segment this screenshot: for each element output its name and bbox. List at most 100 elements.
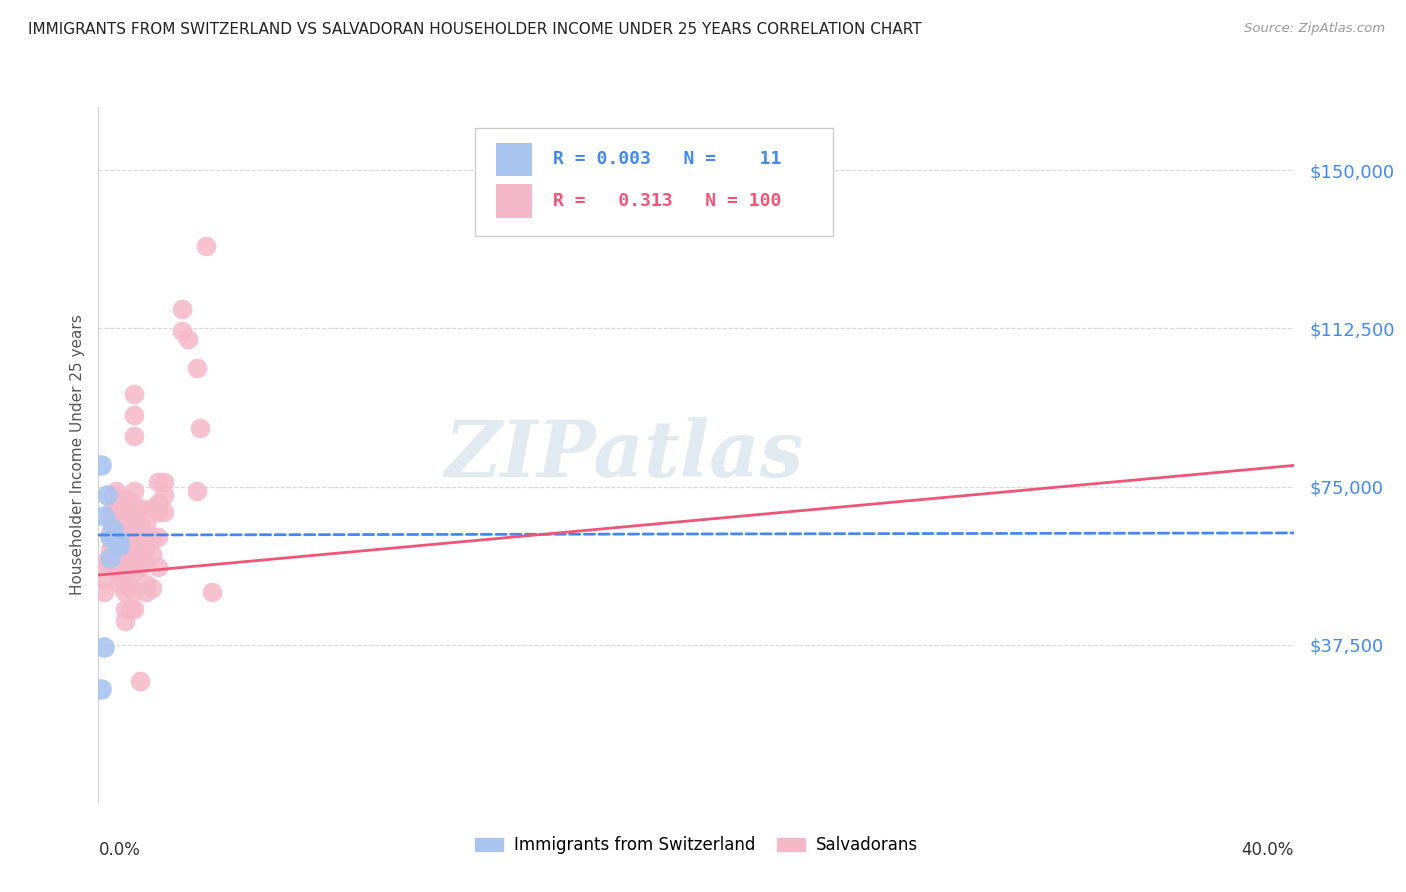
Point (105, 517, 128, 532)
Point (105, 530, 128, 544)
Point (105, 564, 128, 578)
FancyBboxPatch shape (475, 128, 834, 235)
Point (135, 539, 157, 553)
Point (135, 585, 157, 599)
Point (93, 572, 115, 586)
Point (129, 559, 152, 574)
Point (114, 564, 136, 578)
Point (105, 542, 128, 557)
Point (98, 509, 122, 524)
Text: IMMIGRANTS FROM SWITZERLAND VS SALVADORAN HOUSEHOLDER INCOME UNDER 25 YEARS CORR: IMMIGRANTS FROM SWITZERLAND VS SALVADORA… (28, 22, 922, 37)
Point (103, 517, 125, 532)
Point (93, 640, 115, 654)
Y-axis label: Householder Income Under 25 years: Householder Income Under 25 years (69, 315, 84, 595)
Point (129, 517, 152, 532)
Point (108, 522, 131, 536)
Point (108, 492, 131, 507)
Point (105, 534, 128, 549)
Point (114, 551, 136, 566)
Point (111, 572, 134, 586)
Point (103, 539, 125, 553)
Point (186, 361, 208, 376)
Point (114, 539, 136, 553)
Legend: Immigrants from Switzerland, Salvadorans: Immigrants from Switzerland, Salvadorans (468, 830, 924, 861)
Point (96, 488, 118, 502)
Point (153, 505, 176, 519)
Point (103, 530, 125, 544)
Point (141, 530, 163, 544)
Point (114, 496, 136, 510)
Point (103, 488, 125, 502)
Point (141, 500, 163, 515)
Point (177, 332, 200, 346)
Point (129, 673, 152, 688)
Point (124, 602, 146, 616)
Point (98, 556, 122, 570)
Point (194, 239, 218, 253)
Text: ZIPatlas: ZIPatlas (444, 417, 804, 493)
Point (117, 513, 139, 527)
Point (148, 496, 170, 510)
Point (129, 500, 152, 515)
Point (117, 525, 139, 540)
Point (120, 581, 142, 595)
Point (93, 585, 115, 599)
Point (90, 681, 112, 696)
Point (124, 530, 146, 544)
Point (186, 483, 208, 498)
Point (114, 615, 136, 629)
Point (111, 530, 134, 544)
FancyBboxPatch shape (496, 185, 533, 218)
Point (127, 530, 149, 544)
Text: R =   0.313   N = 100: R = 0.313 N = 100 (553, 192, 780, 210)
Point (111, 517, 134, 532)
Point (93, 509, 115, 524)
Point (148, 475, 170, 490)
Point (124, 564, 146, 578)
Point (172, 324, 194, 338)
Point (114, 602, 136, 616)
Point (124, 483, 146, 498)
Point (148, 559, 170, 574)
Point (98, 551, 122, 566)
Point (108, 556, 131, 570)
Point (135, 517, 157, 532)
Point (114, 525, 136, 540)
Point (141, 547, 163, 561)
Point (153, 475, 176, 490)
Point (114, 585, 136, 599)
Point (129, 539, 152, 553)
Point (117, 492, 139, 507)
Point (153, 488, 176, 502)
Point (105, 483, 128, 498)
Point (117, 556, 139, 570)
Point (188, 420, 211, 434)
Point (108, 534, 131, 549)
Point (108, 509, 131, 524)
FancyBboxPatch shape (496, 143, 533, 176)
Point (93, 556, 115, 570)
Point (124, 542, 146, 557)
Point (127, 513, 149, 527)
Point (111, 500, 134, 515)
Point (120, 559, 142, 574)
Point (108, 542, 131, 557)
Point (98, 542, 122, 557)
Text: 40.0%: 40.0% (1241, 841, 1294, 859)
Point (127, 551, 149, 566)
Text: R = 0.003   N =    11: R = 0.003 N = 11 (553, 150, 780, 169)
Point (105, 496, 128, 510)
Point (141, 581, 163, 595)
Point (105, 551, 128, 566)
Point (124, 408, 146, 422)
Point (114, 513, 136, 527)
Point (120, 602, 142, 616)
Point (124, 500, 146, 515)
Point (111, 556, 134, 570)
Point (90, 458, 112, 473)
Point (120, 530, 142, 544)
Point (111, 542, 134, 557)
Point (120, 500, 142, 515)
Point (103, 551, 125, 566)
Point (135, 576, 157, 591)
